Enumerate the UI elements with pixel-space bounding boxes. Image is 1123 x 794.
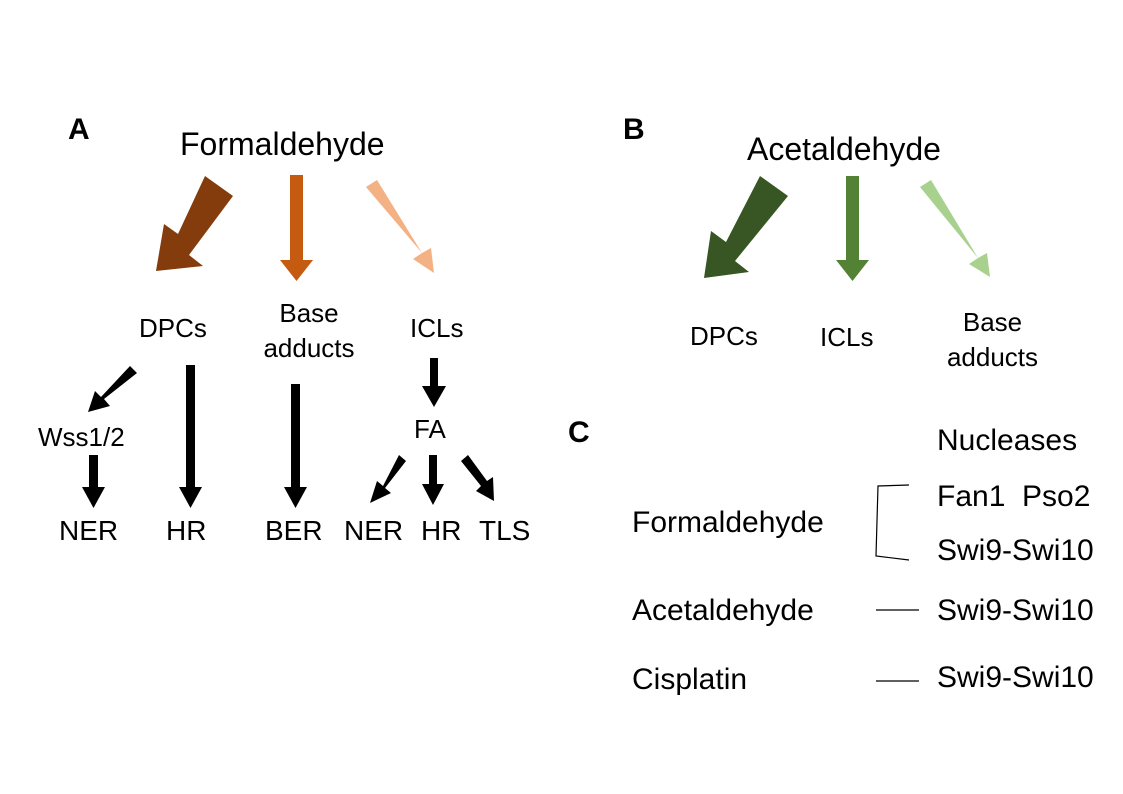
wss-ner-arrow [82, 455, 105, 508]
panel-c-agent-acetaldehyde: Acetaldehyde [632, 594, 814, 627]
panel-b-root-acetaldehyde: Acetaldehyde [747, 131, 941, 167]
panel-a-base-adducts-line2: adducts [263, 333, 355, 363]
panel-b-letter: B [623, 113, 645, 146]
panel-a-wss-label: Wss1/2 [38, 422, 125, 452]
panel-c-agent-formaldehyde: Formaldehyde [632, 506, 824, 539]
acetaldehyde-dpcs-arrow [704, 176, 788, 278]
panel-a-base-adducts-line1: Base [279, 298, 339, 328]
fa-hr-arrow [422, 455, 444, 505]
panel-c-formaldehyde-nucleases-2: Swi9-Swi10 [937, 534, 1094, 567]
icls-fa-arrow [422, 358, 446, 407]
panel-a-ber-label: BER [265, 515, 323, 546]
panel-b-base-adducts-line1: Base [962, 307, 1023, 337]
panel-c-cisplatin-nucleases: Swi9-Swi10 [937, 661, 1094, 694]
panel-c-nucleases-header: Nucleases [937, 424, 1078, 457]
panel-a-black-arrows [82, 358, 494, 508]
panel-c-connectors [875, 484, 919, 682]
fa-ner-arrow [370, 455, 406, 503]
formaldehyde-bracket [875, 484, 910, 561]
panel-a-dpcs-label: DPCs [139, 313, 207, 343]
panel-a-hr-label-1: HR [166, 515, 207, 546]
panel-c-letter: C [568, 416, 590, 449]
panel-a-icls-label: ICLs [410, 313, 464, 343]
panel-a-ner-label-2: NER [344, 515, 404, 546]
panel-b-base-adducts-line2: adducts [946, 342, 1039, 372]
formaldehyde-base-adducts-arrow [280, 175, 313, 281]
formaldehyde-icls-arrow [366, 180, 434, 273]
panel-b-base-adducts-label: Base adducts [935, 305, 1050, 375]
fa-tls-arrow [461, 455, 494, 501]
acetaldehyde-base-adducts-arrow [920, 180, 990, 277]
base-adducts-ber-arrow [284, 384, 307, 508]
panel-b-icls-label: ICLs [820, 322, 874, 352]
panel-a-hr-label-2: HR [421, 515, 462, 546]
dpcs-wss-arrow [88, 366, 137, 412]
panel-b-dpcs-label: DPCs [690, 321, 758, 351]
acetaldehyde-icls-arrow [836, 176, 869, 281]
formaldehyde-dpcs-arrow [156, 176, 233, 271]
panel-a-base-adducts-label: Base adducts [253, 296, 365, 366]
panel-c-formaldehyde-nucleases-1: Fan1 Pso2 [937, 480, 1091, 513]
panel-a-root-formaldehyde: Formaldehyde [180, 126, 385, 162]
panel-a-fa-label: FA [414, 414, 446, 444]
panel-a-tls-label: TLS [479, 515, 531, 546]
panel-c-agent-cisplatin: Cisplatin [632, 663, 748, 696]
panel-c-acetaldehyde-nucleases: Swi9-Swi10 [937, 594, 1094, 627]
panel-a-letter: A [68, 113, 90, 146]
panel-a-ner-label-1: NER [59, 515, 119, 546]
dpcs-hr-arrow [179, 365, 202, 508]
